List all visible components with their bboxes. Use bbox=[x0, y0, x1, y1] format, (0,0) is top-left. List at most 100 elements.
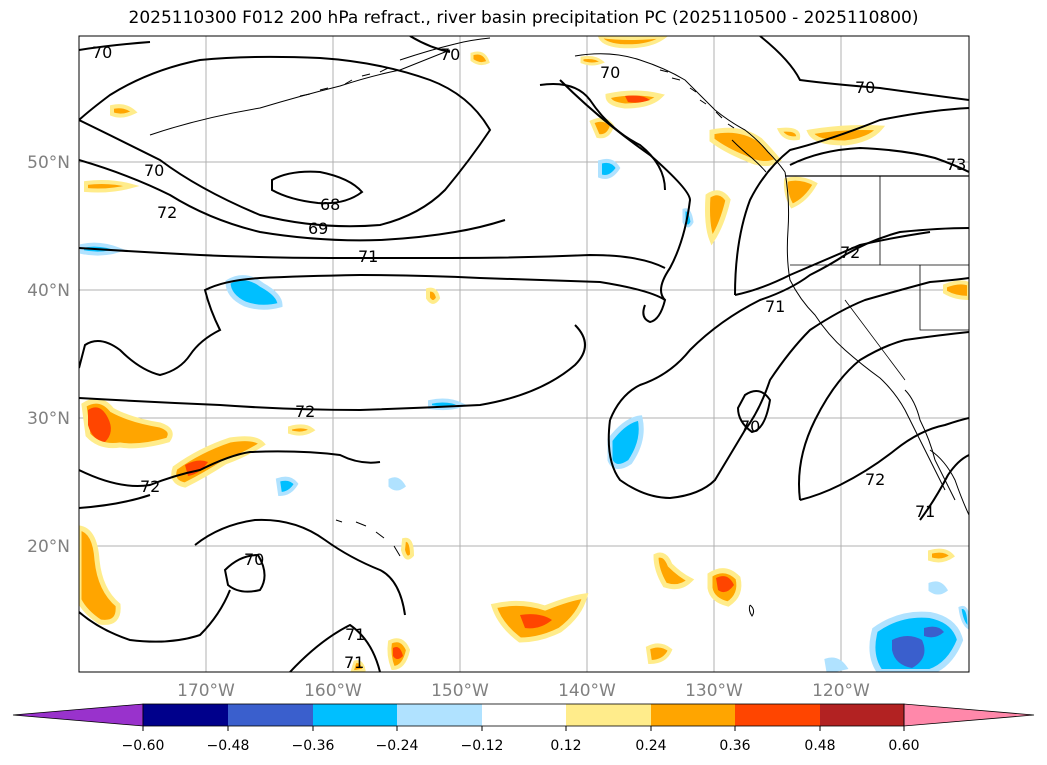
contour-line bbox=[736, 390, 772, 434]
colorbar-border bbox=[142, 703, 905, 727]
contour-label: 71 bbox=[345, 625, 365, 644]
contour-label: 71 bbox=[344, 653, 364, 672]
colorbar-tick-label: 0.60 bbox=[888, 738, 919, 754]
contour-line bbox=[79, 589, 231, 643]
lat-label: 30°N bbox=[27, 409, 70, 429]
gridlines bbox=[79, 36, 969, 672]
precip-area bbox=[88, 407, 111, 442]
precip-area bbox=[470, 51, 490, 66]
contour-line bbox=[919, 454, 969, 521]
contour-line bbox=[799, 417, 969, 501]
us-west-coast bbox=[784, 171, 946, 491]
colorbar-segment bbox=[143, 704, 228, 726]
lat-label: 50°N bbox=[27, 153, 70, 173]
precip-area bbox=[645, 643, 673, 665]
colorbar-tick-label: 0.48 bbox=[804, 738, 835, 754]
precip-area bbox=[426, 287, 441, 304]
precip-area bbox=[716, 576, 734, 593]
contour-line bbox=[79, 324, 586, 412]
contour-line bbox=[79, 55, 492, 228]
contour-label: 70 bbox=[740, 417, 760, 436]
contour-label: 70 bbox=[440, 45, 460, 64]
hawaiian-islands bbox=[335, 519, 401, 557]
contour-line bbox=[79, 247, 666, 269]
island-chain bbox=[299, 67, 389, 97]
precip-area bbox=[388, 477, 406, 491]
contour-line bbox=[223, 553, 266, 593]
precip-area bbox=[110, 104, 138, 118]
contour-label: 73 bbox=[946, 155, 966, 174]
contour-line bbox=[409, 36, 451, 53]
contour-line bbox=[271, 170, 364, 205]
colorbar-extend-max bbox=[903, 703, 1035, 727]
colorbar: −0.60 −0.48 −0.36 −0.24 −0.12 0.12 0.24 … bbox=[12, 703, 1035, 754]
lon-label: 150°W bbox=[431, 681, 489, 701]
colorbar-tick-label: −0.24 bbox=[376, 738, 419, 754]
contour-label: 70 bbox=[600, 63, 620, 82]
contour-label: 71 bbox=[765, 297, 785, 316]
colorbar-tick-label: 0.36 bbox=[719, 738, 750, 754]
precip-area bbox=[598, 158, 621, 179]
precip-negative-areas bbox=[80, 158, 969, 672]
contour-lines bbox=[79, 36, 969, 672]
precip-area bbox=[943, 280, 969, 301]
lat-label: 20°N bbox=[27, 537, 70, 557]
contour-line bbox=[734, 107, 969, 296]
precip-area bbox=[705, 190, 731, 246]
precip-area bbox=[275, 476, 299, 497]
colorbar-segment bbox=[228, 704, 313, 726]
contour-line bbox=[734, 231, 931, 296]
colorbar-tick-label: 0.24 bbox=[635, 738, 666, 754]
colorbar-segment bbox=[397, 704, 482, 726]
colorbar-segment bbox=[566, 704, 651, 726]
map-border bbox=[78, 35, 970, 673]
alaska-bc-coast bbox=[574, 53, 786, 173]
precip-area bbox=[288, 424, 316, 436]
colorbar-segment bbox=[651, 704, 735, 726]
colorbar-segment bbox=[820, 704, 904, 726]
contour-label: 72 bbox=[865, 470, 885, 489]
contour-label: 70 bbox=[855, 78, 875, 97]
lon-label: 170°W bbox=[177, 681, 235, 701]
contour-label: 70 bbox=[244, 550, 264, 569]
contour-label: 69 bbox=[308, 219, 328, 238]
contour-line bbox=[79, 450, 381, 487]
aleutian-islands bbox=[149, 49, 451, 136]
contour-line bbox=[79, 494, 151, 509]
alaska-peninsula bbox=[399, 37, 491, 61]
colorbar-tick-label: 0.12 bbox=[550, 738, 581, 754]
precip-area bbox=[79, 525, 121, 625]
colorbar-tick-label: −0.60 bbox=[122, 738, 165, 754]
precip-area bbox=[928, 581, 948, 595]
colorbar-segment bbox=[313, 704, 397, 726]
contour-label: 71 bbox=[915, 502, 935, 521]
chart-title: 2025110300 F012 200 hPa refract., river … bbox=[128, 8, 919, 28]
contour-line bbox=[539, 83, 666, 191]
precip-area bbox=[84, 180, 140, 193]
contour-line bbox=[79, 159, 506, 242]
lon-label: 130°W bbox=[685, 681, 743, 701]
contour-line bbox=[79, 273, 667, 377]
contour-line bbox=[607, 277, 969, 500]
precip-area bbox=[958, 605, 969, 630]
precip-area bbox=[580, 56, 605, 66]
small-island bbox=[748, 604, 755, 617]
precip-area bbox=[892, 636, 925, 668]
precip-area bbox=[924, 626, 944, 638]
precip-area bbox=[393, 647, 403, 659]
precip-area bbox=[783, 176, 818, 209]
precip-area bbox=[607, 415, 644, 469]
panhandle-islands bbox=[659, 69, 735, 129]
contour-label: 70 bbox=[144, 161, 164, 180]
lon-label: 120°W bbox=[812, 681, 870, 701]
colorbar-tick-label: −0.36 bbox=[292, 738, 335, 754]
axis-labels: 170°W 160°W 150°W 140°W 130°W 120°W 50°N… bbox=[27, 153, 870, 701]
vancouver-island bbox=[731, 139, 767, 173]
contour-line bbox=[194, 518, 406, 616]
precip-area bbox=[824, 657, 849, 672]
precip-area bbox=[520, 614, 552, 629]
colorbar-segment bbox=[735, 704, 820, 726]
precip-area bbox=[350, 660, 366, 672]
contour-labels: 70 70 70 70 73 68 69 70 72 71 72 71 72 7… bbox=[92, 43, 966, 672]
